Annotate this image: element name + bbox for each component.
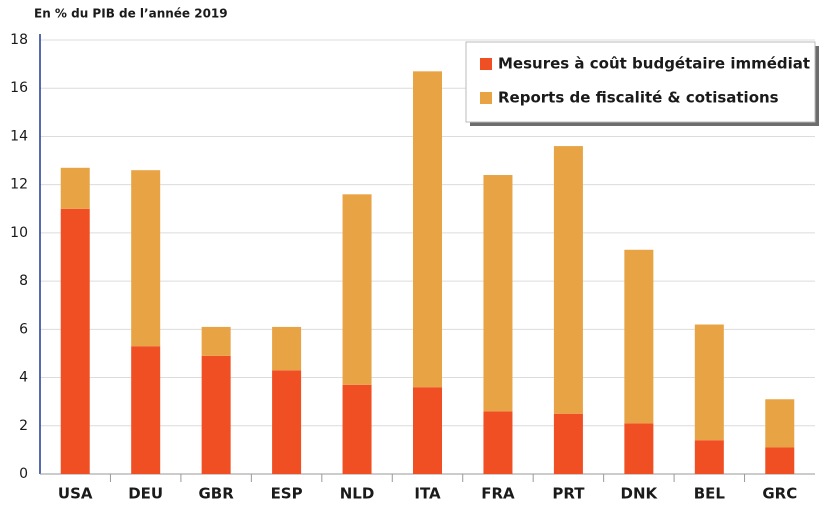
y-tick-label: 16 <box>10 80 28 96</box>
legend-swatch <box>480 92 492 104</box>
x-tick-label: DNK <box>621 485 659 503</box>
legend-label: Mesures à coût budgétaire immédiat <box>498 55 810 73</box>
bar-segment <box>483 411 513 474</box>
bar-segment <box>553 146 583 414</box>
legend-box <box>465 41 816 123</box>
bar-segment <box>272 326 302 371</box>
x-tick-label: DEU <box>128 485 163 503</box>
legend-label: Reports de fiscalité & cotisations <box>498 89 779 107</box>
y-tick-label: 4 <box>19 370 28 386</box>
bar-segment <box>342 194 372 385</box>
bar-segment <box>413 387 442 474</box>
bar-segment <box>60 208 90 474</box>
bar-segment <box>624 423 654 474</box>
y-tick-label: 0 <box>19 466 28 482</box>
bar-segment <box>694 440 724 474</box>
x-tick-label: BEL <box>694 485 726 503</box>
y-tick-label: 12 <box>10 177 28 193</box>
x-tick-label: FRA <box>481 485 515 503</box>
bar-segment <box>60 167 90 209</box>
y-tick-label: 10 <box>10 225 28 241</box>
x-tick-label: GBR <box>198 485 234 503</box>
y-tick-label: 2 <box>19 418 28 434</box>
bar-segment <box>483 175 513 412</box>
bar-segment <box>201 355 231 474</box>
x-tick-label: ITA <box>414 485 441 503</box>
y-tick-label: 8 <box>19 273 28 289</box>
x-tick-label: ESP <box>271 485 303 503</box>
x-tick-label: USA <box>58 485 93 503</box>
bar-segment <box>553 413 583 474</box>
bar-segment <box>765 447 795 474</box>
bar-segment <box>131 170 161 347</box>
x-tick-label: GRC <box>762 485 797 503</box>
bar-segment <box>131 346 161 474</box>
bar-segment <box>624 249 654 424</box>
y-tick-label: 6 <box>19 321 28 337</box>
bar-segment <box>413 71 442 388</box>
bar-segment <box>342 384 372 474</box>
bar-segment <box>694 324 724 441</box>
legend-swatch <box>480 58 492 70</box>
y-tick-label: 18 <box>10 32 28 48</box>
y-tick-label: 14 <box>10 128 28 144</box>
bar-segment <box>201 326 231 356</box>
chart-title: En % du PIB de l’année 2019 <box>34 7 228 21</box>
bar-segment <box>272 370 302 474</box>
x-tick-label: NLD <box>340 485 375 503</box>
bar-segment <box>765 399 795 448</box>
x-tick-label: PRT <box>552 485 585 503</box>
